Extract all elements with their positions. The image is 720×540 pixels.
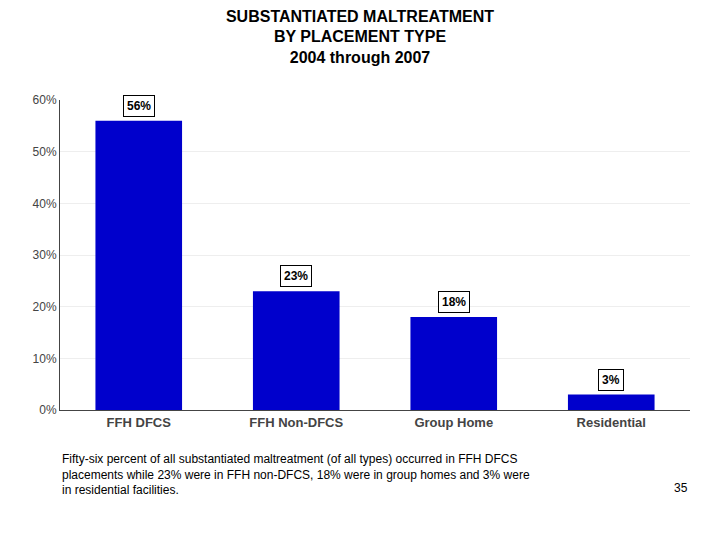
svg-text:20%: 20% (33, 300, 57, 314)
svg-text:FFH Non-DFCS: FFH Non-DFCS (249, 415, 343, 430)
svg-text:30%: 30% (33, 248, 57, 262)
svg-text:Group Home: Group Home (414, 415, 493, 430)
svg-text:0%: 0% (39, 403, 57, 417)
svg-text:SUBSTANTIATED MALTREATMENTBY P: SUBSTANTIATED MALTREATMENTBY PLACEMENT T… (226, 8, 494, 67)
svg-text:FFH DFCS: FFH DFCS (107, 415, 172, 430)
svg-text:23%: 23% (284, 269, 308, 283)
svg-text:3%: 3% (602, 373, 620, 387)
svg-text:Residential: Residential (577, 415, 646, 430)
svg-text:56%: 56% (127, 99, 151, 113)
svg-text:10%: 10% (33, 352, 57, 366)
svg-text:18%: 18% (442, 295, 466, 309)
svg-text:40%: 40% (33, 197, 57, 211)
svg-text:Fifty-six percent of all subst: Fifty-six percent of all substantiated m… (62, 452, 530, 497)
svg-text:35: 35 (674, 481, 688, 495)
svg-text:60%: 60% (33, 93, 57, 107)
svg-text:50%: 50% (33, 145, 57, 159)
